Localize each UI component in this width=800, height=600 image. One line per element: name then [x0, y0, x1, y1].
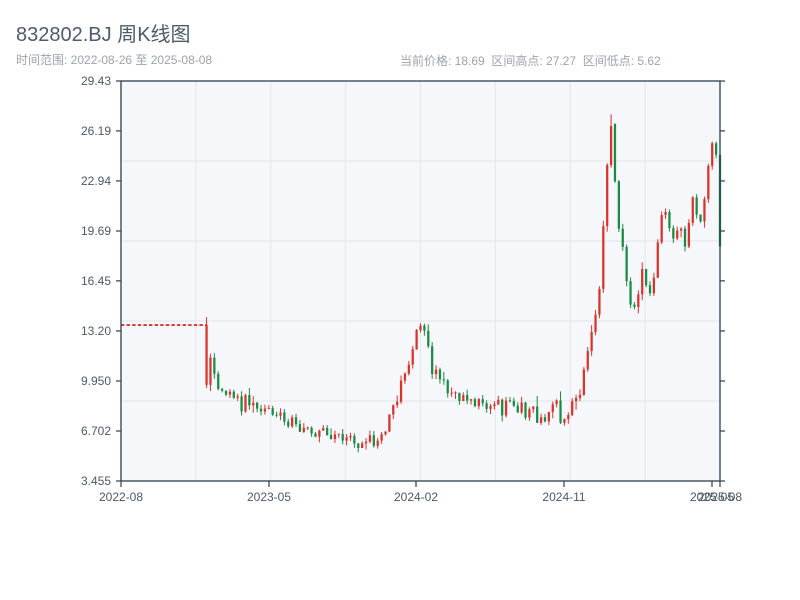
svg-text:22.94: 22.94 — [81, 174, 111, 188]
svg-text:2024-11: 2024-11 — [542, 490, 585, 504]
svg-text:2022-08: 2022-08 — [99, 490, 143, 504]
svg-text:19.69: 19.69 — [81, 224, 111, 238]
svg-text:16.45: 16.45 — [81, 274, 111, 288]
svg-text:2024-02: 2024-02 — [394, 490, 438, 504]
svg-text:9.950: 9.950 — [81, 374, 111, 388]
svg-text:2025-08: 2025-08 — [698, 490, 742, 504]
svg-text:3.455: 3.455 — [81, 474, 111, 488]
svg-text:26.19: 26.19 — [81, 124, 111, 138]
svg-text:2023-05: 2023-05 — [247, 490, 291, 504]
svg-text:6.702: 6.702 — [81, 424, 111, 438]
svg-text:13.20: 13.20 — [81, 324, 111, 338]
svg-text:29.43: 29.43 — [81, 74, 111, 88]
